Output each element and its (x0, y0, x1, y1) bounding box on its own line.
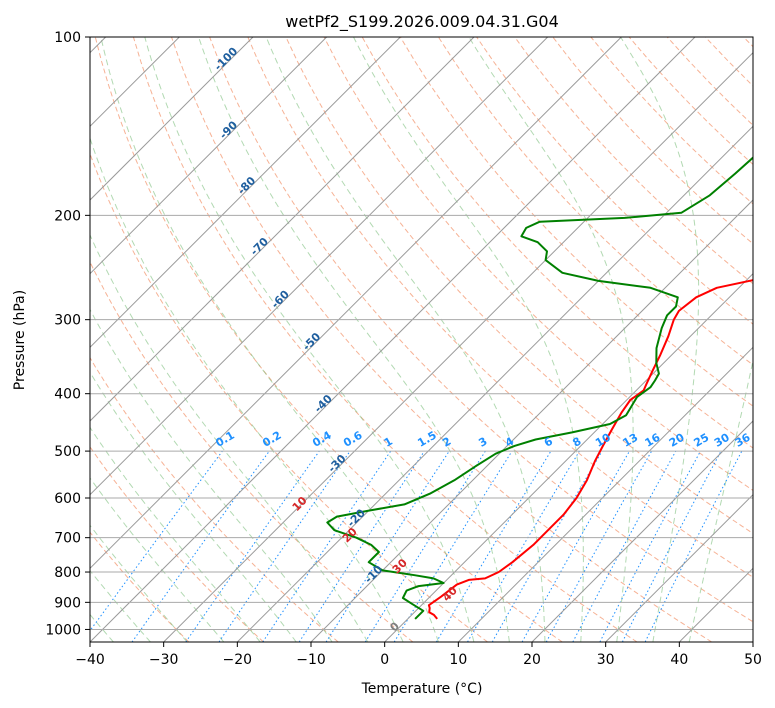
plot-area: 0.1 0.2 0.4 0.6 1 1.5 2 3 4 6 8 10 13 16 20 25 30 36-100-… (89, 36, 754, 643)
moist-adiabat (90, 426, 261, 642)
mixing-ratio-line (262, 450, 392, 642)
moist-adiabat (265, 37, 546, 642)
profiles (326, 156, 753, 620)
y-tick-label: 100 (54, 30, 81, 46)
plot-frame (89, 36, 754, 643)
x-tick-label: −20 (223, 652, 253, 668)
isotherm (457, 346, 753, 642)
isotherm (384, 272, 753, 642)
mixing-ratio-line (521, 450, 630, 642)
x-axis: −40 −30 −20 −10 0 10 20 30 40 50 (75, 642, 762, 668)
y-tick-label: 900 (54, 595, 81, 611)
y-tick-label: 1000 (45, 622, 81, 638)
isotherm (163, 51, 753, 642)
mixing-ratio-line (218, 450, 351, 642)
mixing-ratio-line (572, 450, 677, 642)
mixing-ratio-line (185, 450, 320, 642)
mixing-ratio-line (325, 450, 450, 642)
isotherm (90, 37, 549, 496)
moist-adiabat (100, 37, 439, 642)
moist-adiabat (90, 308, 333, 642)
dry-adiabat (94, 37, 563, 642)
plot-background (90, 37, 753, 642)
moist-adiabat (144, 37, 475, 642)
isotherm (90, 37, 328, 275)
y-tick-label: 500 (54, 444, 81, 460)
x-axis-label: Temperature (°C) (361, 681, 483, 697)
isotherm (752, 641, 753, 642)
y-tick-label: 600 (54, 491, 81, 507)
dry-adiabat (90, 356, 339, 642)
isotherm (90, 37, 401, 349)
dry-adiabat (171, 37, 712, 642)
dry-adiabat (247, 37, 753, 578)
dry-adiabat (361, 37, 753, 449)
mixing-ratio-line (644, 450, 743, 642)
y-tick-label: 300 (54, 313, 81, 329)
dry-adiabat (285, 37, 753, 535)
x-tick-label: 0 (380, 652, 389, 668)
isotherm (90, 37, 254, 201)
moist-adiabat (90, 233, 369, 642)
isotherm (90, 37, 475, 422)
x-tick-label: 40 (670, 652, 688, 668)
dewpoint-line (326, 156, 753, 620)
x-tick-label: 30 (597, 652, 615, 668)
x-tick-label: 10 (449, 652, 467, 668)
moist-adiabat (90, 136, 404, 642)
x-tick-label: 20 (523, 652, 541, 668)
x-tick-label: −10 (296, 652, 326, 668)
moist-adiabat (90, 524, 188, 642)
y-tick-label: 200 (54, 208, 81, 224)
moist-adiabat (688, 358, 753, 642)
x-tick-label: −30 (149, 652, 179, 668)
dry-adiabat (90, 531, 190, 642)
dry-adiabat (209, 37, 753, 623)
temperature-line (427, 279, 753, 620)
mixing-ratio-line (298, 450, 425, 642)
dry-adiabat (90, 152, 488, 642)
mixing-ratio-line (90, 450, 223, 632)
moist-adiabat (90, 371, 297, 642)
mixing-ratio-line (545, 450, 653, 642)
isotherm (90, 37, 696, 642)
y-axis-label: Pressure (hPa) (12, 290, 28, 390)
dry-adiabat (323, 37, 753, 491)
moist-adiabat (90, 477, 225, 642)
isotherm (531, 420, 753, 642)
moist-adiabat (90, 569, 151, 642)
y-tick-label: 800 (54, 565, 81, 581)
moist-adiabat (620, 37, 700, 642)
chart-title: wetPf2_S199.2026.009.04.31.G04 (285, 12, 559, 32)
isotherm (236, 125, 753, 642)
y-axis: 100 200 300 400 500 600 700 800 900 1000 (45, 30, 90, 638)
moist-adiabat (198, 37, 510, 642)
dry-adiabat (90, 446, 264, 642)
x-tick-label: −40 (75, 652, 105, 668)
mixing-ratio-line (393, 450, 513, 642)
dry-adiabat (132, 37, 638, 642)
isotherm (90, 37, 622, 570)
dry-adiabat (437, 37, 753, 366)
moist-adiabat (353, 37, 584, 642)
mixing-ratio-line (131, 450, 270, 642)
y-tick-label: 400 (54, 387, 81, 403)
isotherm (310, 199, 753, 642)
isotherm (605, 493, 753, 642)
y-tick-label: 700 (54, 531, 81, 547)
x-tick-label: 50 (744, 652, 762, 668)
